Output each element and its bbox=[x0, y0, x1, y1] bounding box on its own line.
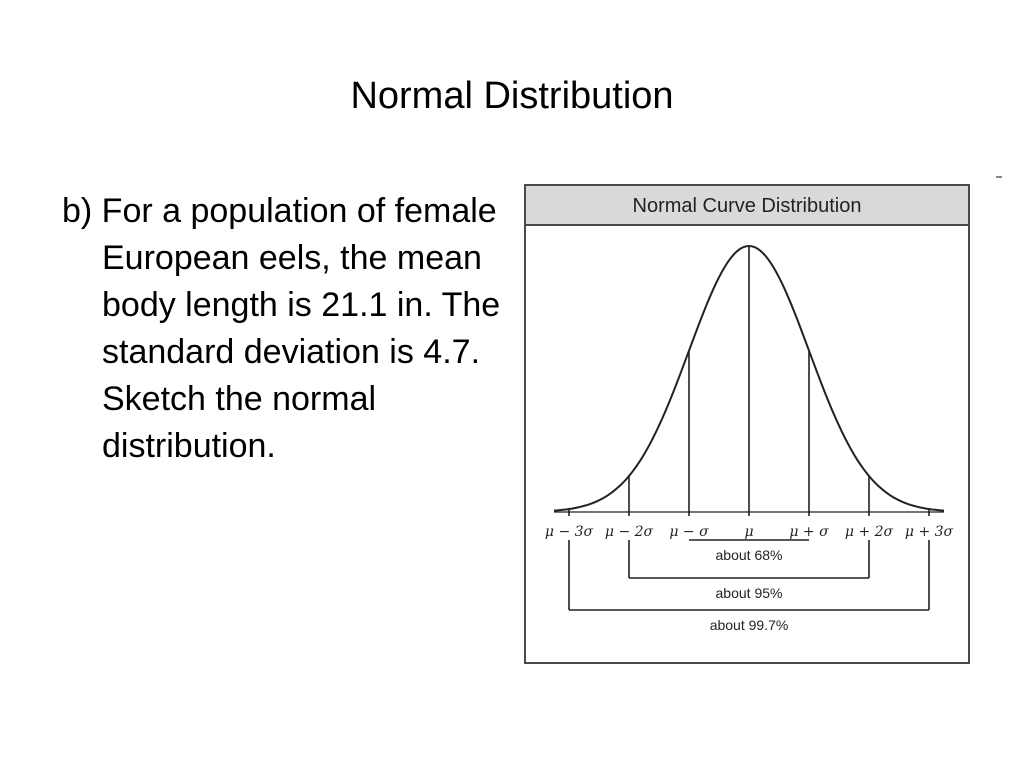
tick-label: μ − 3σ bbox=[545, 524, 594, 540]
normal-curve-figure: μ − 3σ μ − 2σ μ − σ μ μ + σ μ + 2σ μ + 3σ about… bbox=[524, 184, 970, 664]
tick-label: μ − 2σ bbox=[605, 524, 654, 540]
tick-label: μ + 3σ bbox=[905, 524, 954, 540]
normal-curve-svg: μ − 3σ μ − 2σ μ − σ μ μ + σ μ + 2σ μ + 3σ about… bbox=[545, 244, 954, 633]
corner-mark bbox=[996, 176, 1002, 178]
figure-header: Normal Curve Distribution bbox=[526, 186, 968, 226]
tick-label: μ bbox=[744, 524, 753, 540]
tick-label: μ + 2σ bbox=[845, 524, 894, 540]
range-label: about 95% bbox=[716, 585, 783, 601]
body-text: b) For a population of female European e… bbox=[62, 192, 501, 465]
slide-title: Normal Distribution bbox=[350, 75, 674, 117]
range-label: about 99.7% bbox=[710, 617, 789, 633]
tick-label: μ + σ bbox=[789, 524, 829, 540]
range-label: about 68% bbox=[716, 547, 783, 563]
tick-label: μ − σ bbox=[669, 524, 709, 540]
